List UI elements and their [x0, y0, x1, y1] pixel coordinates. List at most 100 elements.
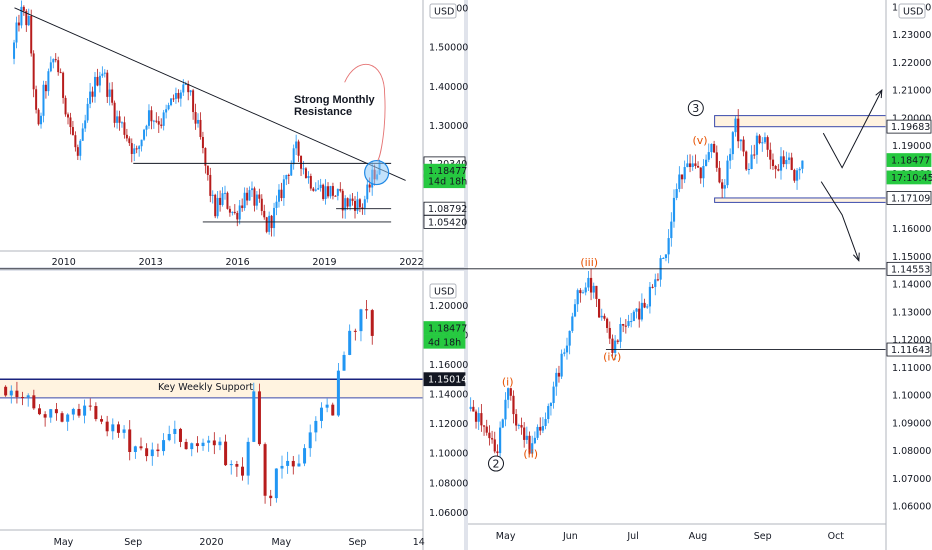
daily-candle — [600, 315, 603, 318]
weekly-candle — [26, 395, 30, 398]
daily-candle — [646, 306, 649, 308]
weekly-candle — [331, 404, 335, 416]
daily-candle — [501, 419, 504, 428]
monthly-y-tick: 1.40000 — [429, 82, 468, 93]
monthly-candle — [295, 141, 298, 149]
daily-candle — [622, 324, 625, 326]
daily-candle — [597, 298, 601, 318]
daily-price-tag-label: 1.11643 — [891, 345, 930, 356]
monthly-x-tick: 2013 — [139, 257, 163, 268]
monthly-candle — [81, 128, 84, 141]
daily-y-tick: 1.19000 — [892, 141, 931, 152]
daily-wave-circle-label: 2 — [493, 458, 500, 471]
monthly-candle — [324, 186, 327, 199]
daily-projection-down — [820, 181, 860, 261]
daily-y-tick: 1.06000 — [892, 501, 931, 512]
daily-candle — [758, 135, 761, 144]
weekly-candle — [342, 354, 346, 371]
monthly-candle — [209, 174, 212, 196]
weekly-candle — [280, 465, 284, 469]
daily-candle — [721, 182, 724, 189]
daily-candle — [616, 340, 619, 342]
daily-candle — [734, 118, 737, 133]
weekly-candle — [291, 460, 295, 467]
monthly-candle — [64, 97, 67, 115]
weekly-candle — [224, 441, 228, 466]
monthly-candle — [346, 198, 349, 207]
monthly-candle — [32, 53, 35, 90]
weekly-chart[interactable]: Key Weekly Support May Sep 2020 May Sep 14 1.20… — [0, 271, 468, 550]
monthly-candle — [341, 190, 344, 211]
daily-candle — [624, 325, 627, 327]
weekly-candle — [286, 460, 290, 466]
monthly-candle — [76, 147, 79, 156]
weekly-candle — [111, 424, 115, 432]
weekly-candle — [71, 408, 75, 415]
daily-candle — [774, 165, 777, 170]
daily-currency-badge[interactable] — [898, 3, 926, 19]
daily-wave-label: (ii) — [523, 447, 538, 460]
weekly-candle — [201, 442, 205, 447]
monthly-currency-badge[interactable] — [429, 3, 457, 19]
daily-candle — [766, 137, 769, 150]
daily-candle — [664, 254, 668, 258]
daily-candle — [619, 324, 622, 342]
monthly-candle — [312, 188, 315, 191]
daily-candle — [474, 411, 478, 422]
daily-candle — [750, 154, 753, 169]
monthly-candle — [263, 210, 266, 218]
weekly-candle — [100, 419, 104, 422]
monthly-candle — [20, 6, 23, 26]
daily-candle — [672, 197, 676, 222]
monthly-candle — [167, 105, 170, 110]
daily-y-tick: 1.12000 — [892, 335, 931, 346]
monthly-candle — [71, 127, 74, 136]
monthly-candle — [128, 138, 131, 144]
daily-price-tag-box — [886, 342, 932, 357]
weekly-x-tick: 2020 — [199, 537, 223, 548]
monthly-chart[interactable]: 201020132016201920221.600001.500001.4000… — [0, 0, 468, 269]
monthly-candle — [177, 93, 180, 99]
daily-candle — [472, 406, 475, 412]
daily-candle — [651, 286, 654, 288]
daily-candle — [737, 118, 740, 142]
daily-candle — [694, 163, 697, 166]
weekly-candle — [15, 390, 19, 398]
daily-candle — [557, 372, 561, 377]
monthly-candle — [96, 76, 99, 86]
daily-zone — [714, 115, 887, 128]
daily-candle — [533, 437, 536, 444]
monthly-candle — [361, 207, 364, 209]
monthly-y-tick: 1.50000 — [429, 43, 468, 54]
weekly-x-tick: Sep — [124, 537, 142, 548]
monthly-x-tick: 2019 — [312, 257, 336, 268]
daily-candle — [603, 315, 606, 319]
daily-candle — [579, 290, 582, 294]
weekly-candle — [54, 409, 58, 414]
monthly-candle — [197, 119, 200, 124]
daily-candle — [515, 414, 518, 426]
weekly-currency-badge[interactable] — [429, 283, 457, 299]
weekly-price-tag-box — [423, 372, 466, 387]
monthly-candle — [290, 164, 293, 176]
weekly-candle — [218, 441, 222, 446]
monthly-candle — [67, 114, 70, 118]
monthly-candle — [214, 194, 217, 217]
weekly-y-tick: 1.16000 — [429, 360, 468, 371]
monthly-candle — [255, 194, 258, 206]
monthly-candle — [125, 134, 128, 139]
monthly-candle — [174, 93, 177, 99]
daily-candle — [753, 154, 756, 156]
monthly-candle — [292, 148, 295, 165]
daily-candle — [611, 338, 614, 353]
daily-candle — [777, 169, 780, 171]
monthly-callout-arc — [344, 64, 386, 161]
weekly-candle — [314, 420, 318, 433]
monthly-candle — [140, 139, 143, 147]
monthly-y-tick: 1.30000 — [429, 121, 468, 132]
monthly-candle — [314, 189, 317, 191]
daily-candle — [480, 413, 483, 426]
